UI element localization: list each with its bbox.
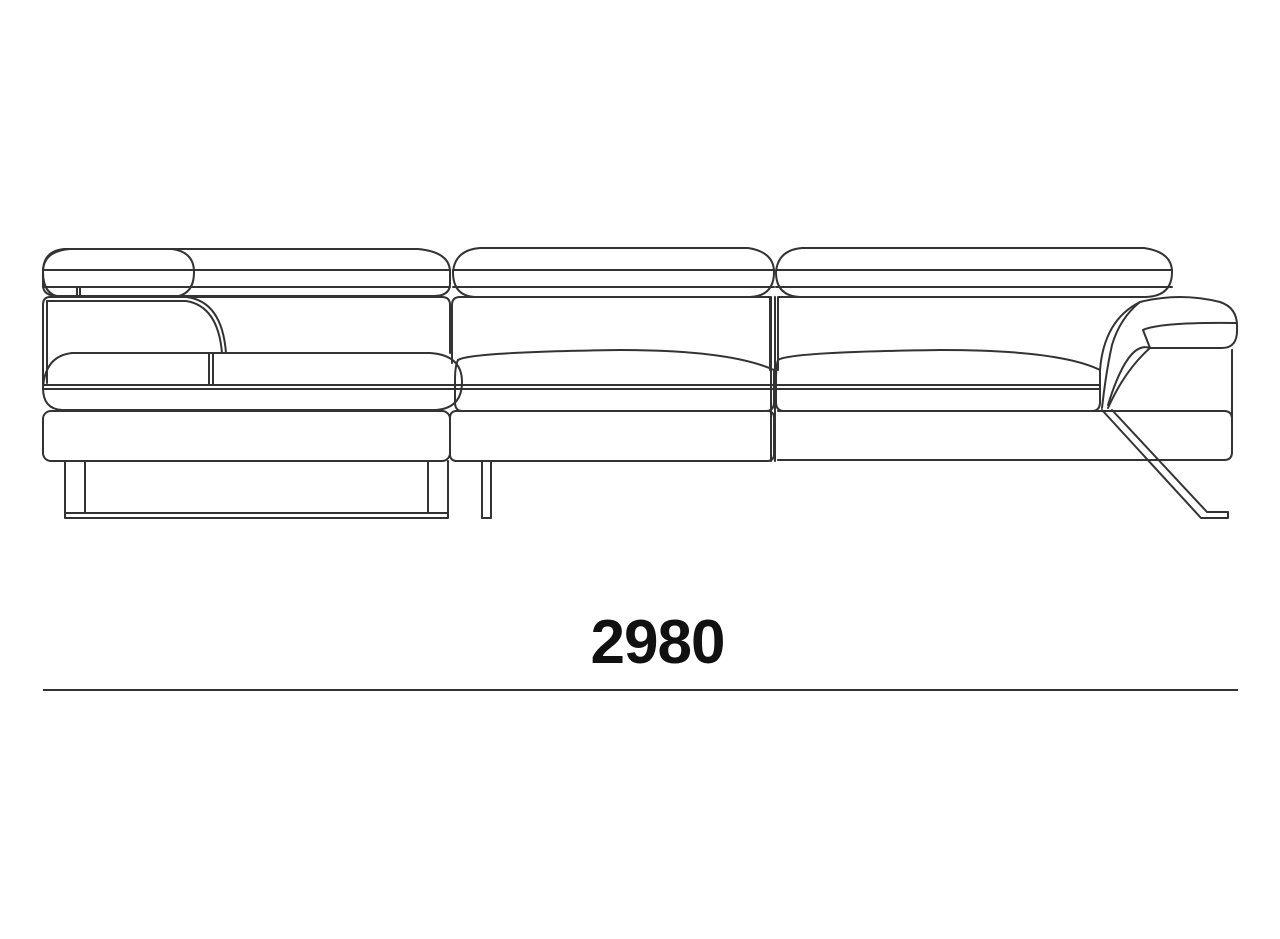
sofa-middle-module bbox=[449, 247, 776, 519]
left-back-panel bbox=[42, 296, 451, 386]
middle-seat-cushion bbox=[454, 349, 775, 412]
left-seat-cushion bbox=[42, 352, 463, 411]
right-seat-cushion bbox=[775, 349, 1101, 412]
middle-leg bbox=[481, 460, 492, 519]
right-headrest bbox=[775, 247, 1173, 298]
right-base bbox=[777, 410, 1233, 461]
left-base bbox=[42, 410, 451, 462]
middle-back-panel bbox=[451, 296, 771, 371]
middle-base bbox=[449, 410, 775, 462]
right-back-panel bbox=[777, 296, 1146, 371]
right-slanted-leg bbox=[1101, 409, 1229, 519]
left-headrest bbox=[42, 248, 451, 297]
middle-headrest bbox=[452, 247, 775, 298]
right-armrest bbox=[1099, 296, 1239, 409]
width-dimension-line bbox=[43, 689, 1238, 691]
left-headrest-end bbox=[42, 248, 195, 298]
width-dimension-label: 2980 bbox=[590, 608, 726, 677]
sofa-left-module bbox=[42, 248, 463, 519]
left-sled-leg bbox=[64, 460, 449, 519]
sofa-right-module bbox=[775, 247, 1239, 519]
